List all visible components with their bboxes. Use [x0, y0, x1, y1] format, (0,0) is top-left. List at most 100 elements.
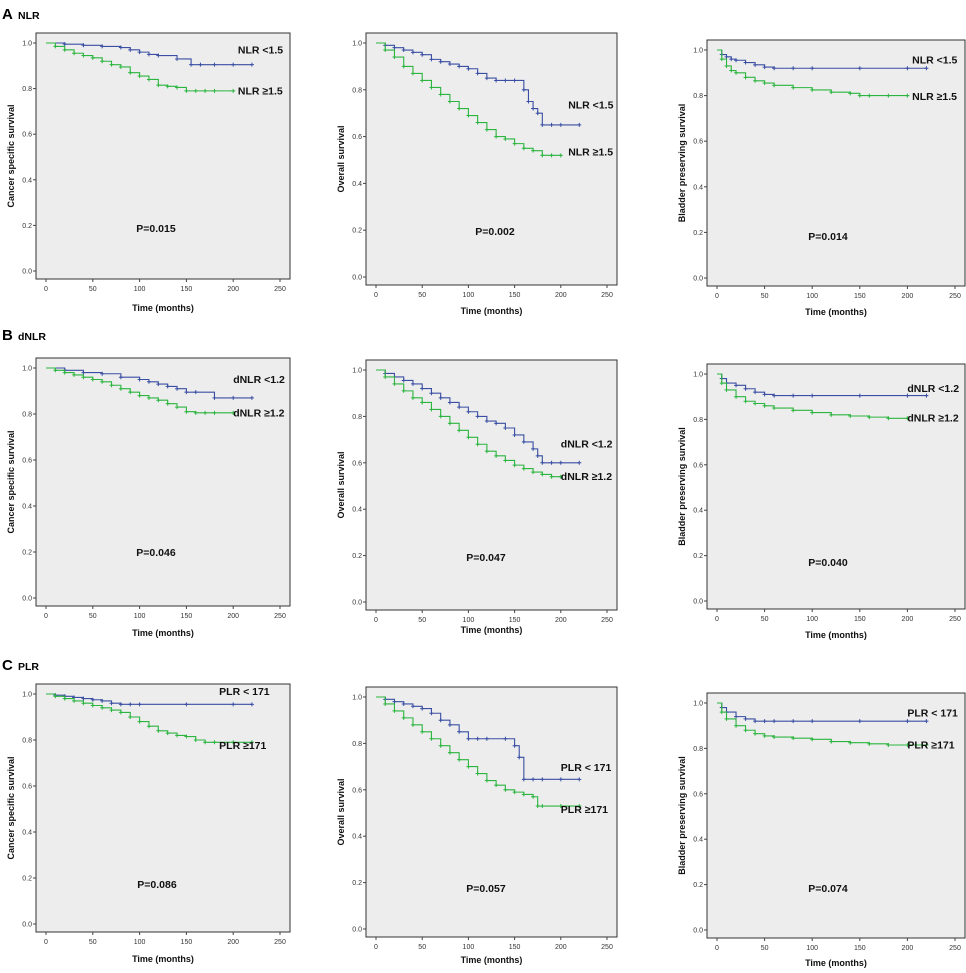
- censor-mark: [118, 64, 123, 69]
- x-tick-label: 50: [418, 292, 426, 299]
- p-value-label: P=0.074: [808, 883, 848, 895]
- row-title-nlr: NLR: [18, 10, 40, 22]
- censor-mark: [512, 432, 517, 437]
- x-tick-label: 0: [374, 617, 378, 624]
- censor-mark: [401, 48, 406, 53]
- x-tick-label: 100: [806, 945, 818, 952]
- censor-mark: [156, 728, 161, 733]
- censor-mark: [212, 395, 217, 400]
- censor-mark: [165, 731, 170, 736]
- y-tick-label: 0.8: [693, 93, 703, 100]
- censor-mark: [457, 729, 462, 734]
- y-tick-label: 0.8: [22, 738, 32, 745]
- y-tick-label: 0.4: [693, 508, 703, 515]
- censor-mark: [72, 51, 77, 56]
- censor-mark: [62, 47, 67, 52]
- censor-mark: [535, 111, 540, 116]
- y-tick-label: 0.4: [352, 834, 362, 841]
- censor-mark: [184, 734, 189, 739]
- series-high: [717, 373, 910, 421]
- x-axis-title: Time (months): [461, 955, 523, 965]
- censor-mark: [249, 702, 254, 707]
- censor-mark: [577, 122, 582, 127]
- censor-mark: [212, 62, 217, 67]
- censor-mark: [734, 58, 739, 63]
- censor-mark: [549, 460, 554, 465]
- series-low: [717, 702, 929, 724]
- x-tick-label: 150: [181, 939, 193, 946]
- censor-mark: [791, 408, 796, 413]
- censor-mark: [719, 57, 724, 62]
- censor-mark: [743, 386, 748, 391]
- censor-mark: [231, 702, 236, 707]
- censor-mark: [81, 696, 86, 701]
- censor-mark: [109, 708, 114, 713]
- x-tick-label: 50: [89, 939, 97, 946]
- row-title-plr: PLR: [18, 661, 39, 673]
- series-low: [46, 42, 254, 67]
- censor-mark: [540, 153, 545, 158]
- x-tick-label: 250: [601, 617, 613, 624]
- x-tick-label: 200: [555, 292, 567, 299]
- censor-mark: [90, 703, 95, 708]
- series-label-low: PLR < 171: [561, 762, 612, 774]
- y-tick-label: 0.0: [22, 596, 32, 603]
- x-tick-label: 200: [227, 286, 239, 293]
- y-tick-label: 0.0: [22, 922, 32, 929]
- censor-mark: [156, 382, 161, 387]
- censor-mark: [905, 416, 910, 421]
- y-tick-label: 0.2: [22, 550, 32, 557]
- censor-mark: [203, 740, 208, 745]
- censor-mark: [231, 395, 236, 400]
- censor-mark: [724, 54, 729, 59]
- x-tick-label: 50: [89, 613, 97, 620]
- y-tick-label: 0.2: [352, 228, 362, 235]
- censor-mark: [857, 719, 862, 724]
- censor-mark: [549, 122, 554, 127]
- y-tick-label: 1.0: [693, 701, 703, 708]
- censor-mark: [410, 722, 415, 727]
- panel-dnlr-overall: 0.0 0.2 0.4 0.6 0.8 1.0 0 50 100 150 200 250 Time (m…: [336, 359, 618, 635]
- censor-mark: [410, 395, 415, 400]
- censor-mark: [420, 386, 425, 391]
- censor-mark: [118, 710, 123, 715]
- censor-mark: [81, 375, 86, 380]
- censor-mark: [249, 395, 254, 400]
- x-tick-label: 150: [181, 613, 193, 620]
- censor-mark: [512, 78, 517, 83]
- censor-mark: [857, 93, 862, 98]
- censor-mark: [165, 401, 170, 406]
- y-tick-label: 0.4: [352, 507, 362, 514]
- censor-mark: [558, 777, 563, 782]
- censor-mark: [392, 708, 397, 713]
- series-label-high: PLR ≥171: [907, 739, 954, 751]
- censor-mark: [512, 790, 517, 795]
- censor-mark: [457, 428, 462, 433]
- y-axis-title: Overall survival: [336, 125, 346, 192]
- censor-mark: [420, 78, 425, 83]
- censor-mark: [484, 778, 489, 783]
- x-tick-label: 100: [806, 293, 818, 300]
- series-label-low: PLR < 171: [219, 686, 270, 698]
- censor-mark: [175, 56, 180, 61]
- censor-mark: [231, 740, 236, 745]
- censor-mark: [484, 76, 489, 81]
- y-tick-label: 0.6: [693, 139, 703, 146]
- x-tick-label: 200: [902, 945, 914, 952]
- y-axis-title: Cancer specific survival: [6, 756, 16, 859]
- censor-mark: [494, 134, 499, 139]
- censor-mark: [438, 92, 443, 97]
- censor-mark: [503, 736, 508, 741]
- panel-nlr-overall: 0.0 0.2 0.4 0.6 0.8 1.0 0 50 100 150 200 250 Time (m…: [336, 32, 618, 316]
- y-tick-label: 0.2: [22, 223, 32, 230]
- censor-mark: [512, 141, 517, 146]
- censor-mark: [549, 153, 554, 158]
- series-low: [717, 49, 929, 71]
- censor-mark: [193, 88, 198, 93]
- censor-mark: [753, 78, 758, 83]
- censor-mark: [512, 463, 517, 468]
- censor-mark: [118, 45, 123, 50]
- censor-mark: [848, 740, 853, 745]
- censor-mark: [383, 374, 388, 379]
- censor-mark: [867, 93, 872, 98]
